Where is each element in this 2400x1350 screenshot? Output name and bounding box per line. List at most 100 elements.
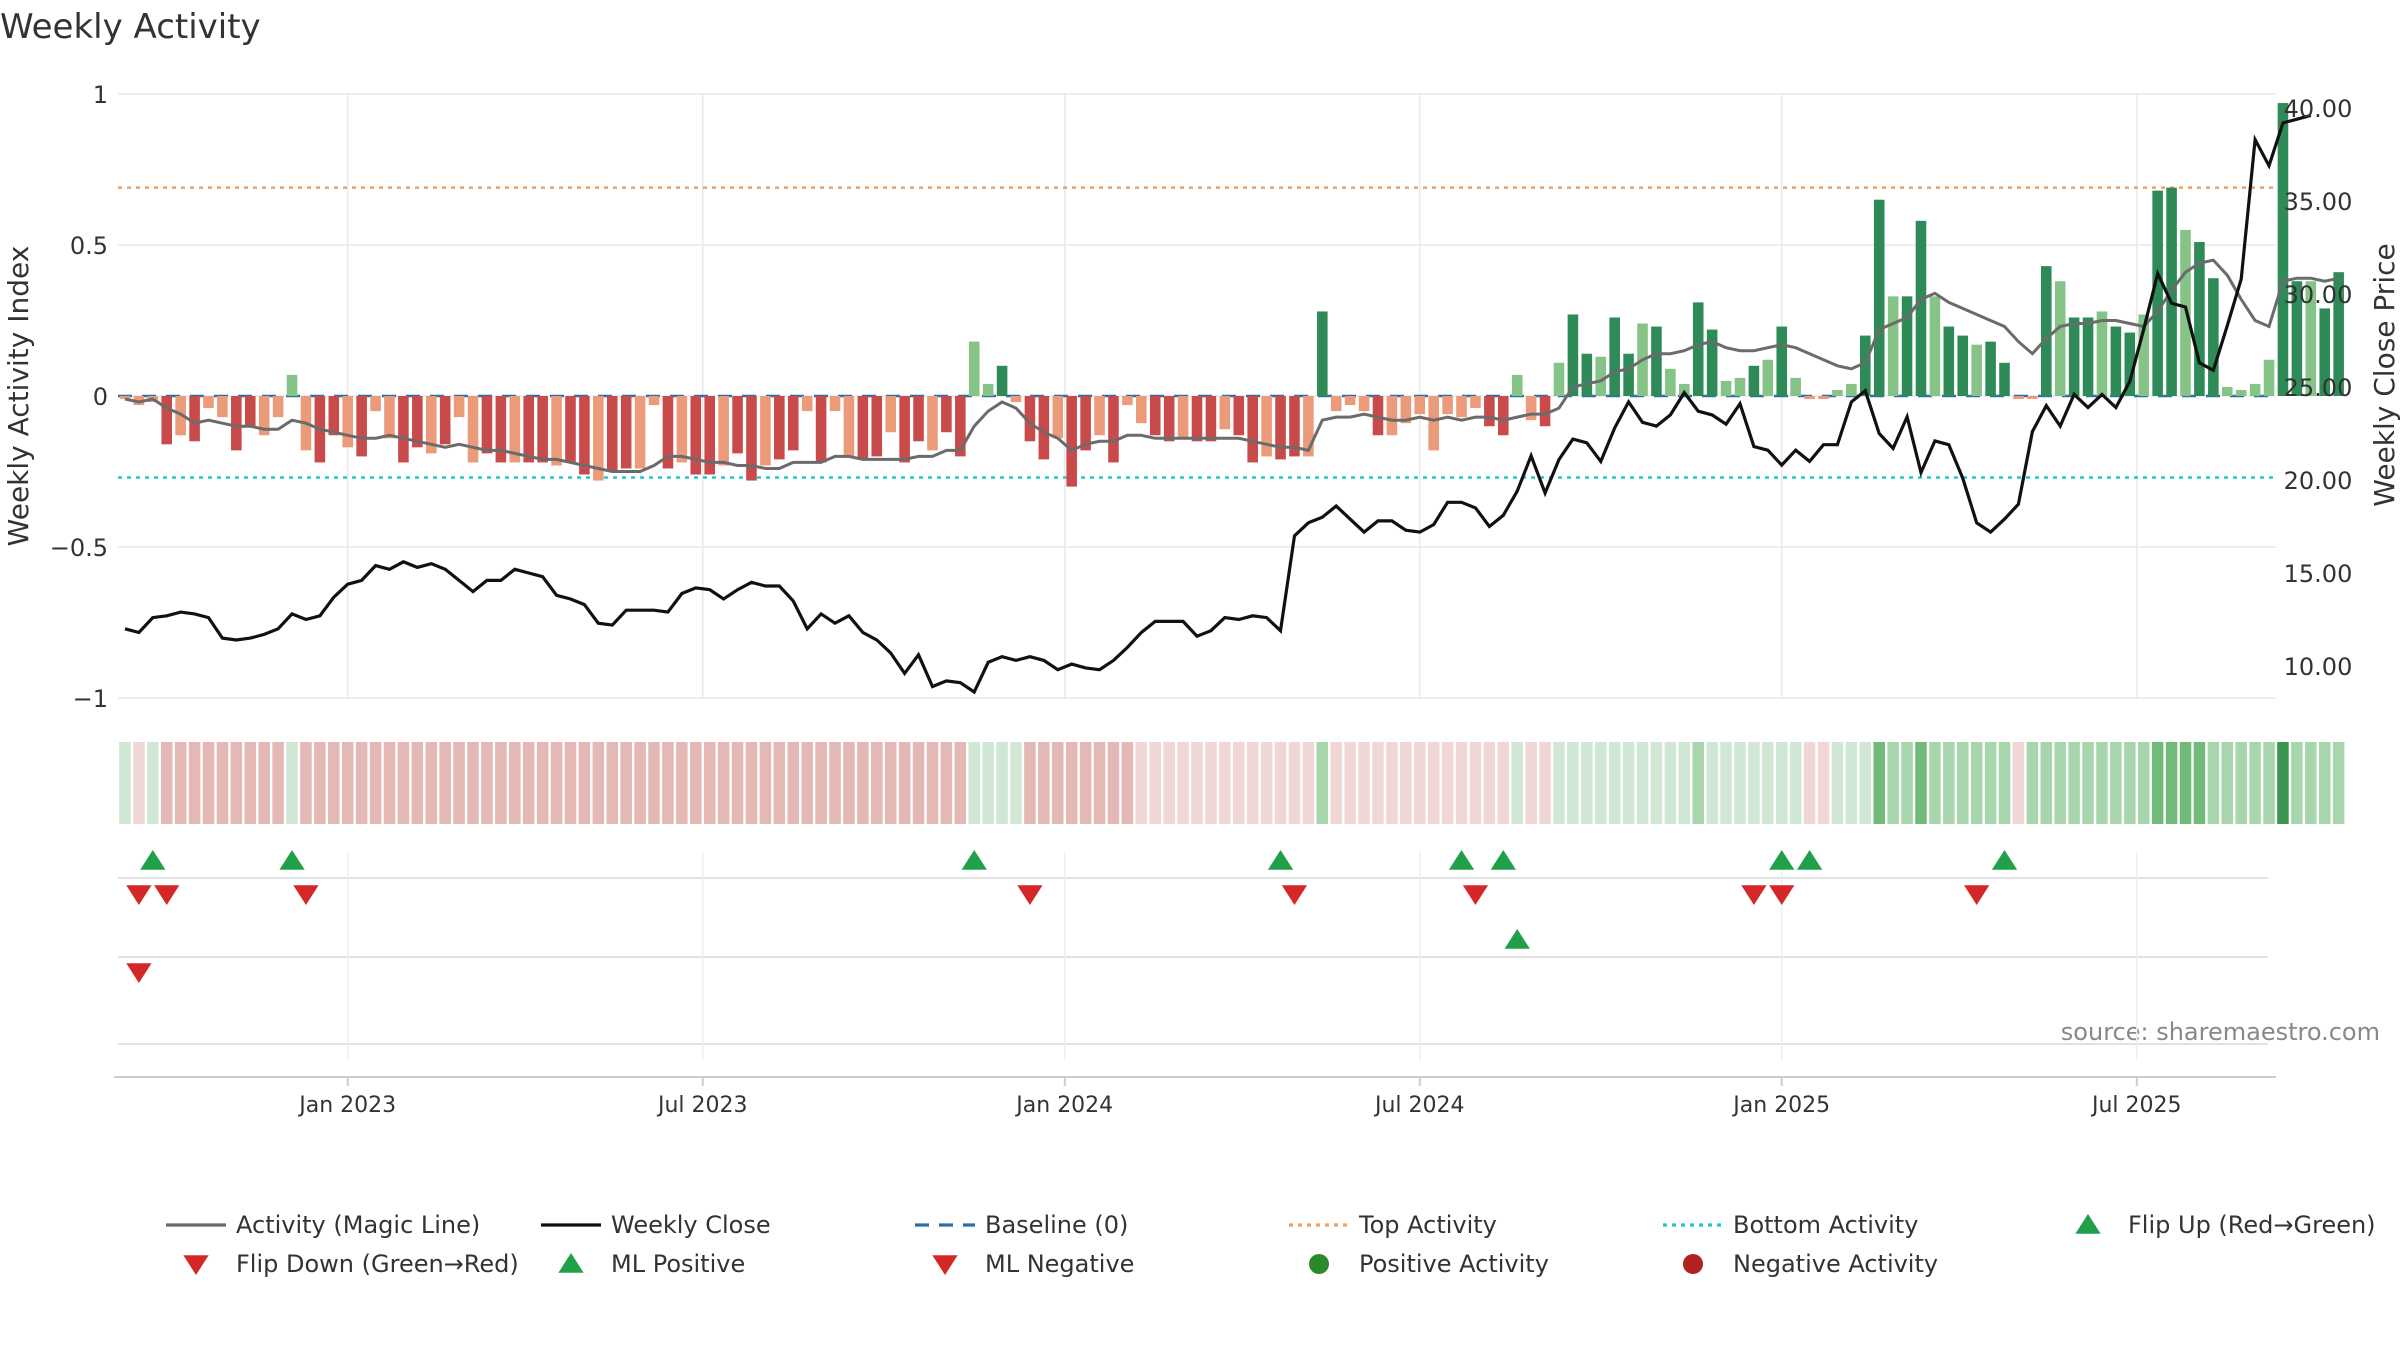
activity-bar [1219,396,1231,430]
strip-cell [2012,742,2025,824]
activity-bar [2152,190,2163,396]
strip-cell [1929,742,1941,824]
strip-cell [1706,742,1718,824]
activity-bar [203,396,214,409]
activity-bar [843,396,855,457]
activity-bar [1177,396,1189,439]
ml-positive-marker [1504,929,1530,949]
activity-bar [1414,396,1426,415]
activity-bar [2263,359,2275,396]
activity-bar [286,374,298,396]
strip-cell [133,742,145,824]
strip-cell [2235,742,2247,824]
x-tick-label: Jul 2024 [1373,1093,1465,1118]
activity-bar [1122,396,1133,406]
strip-cell [690,742,702,824]
strip-cell [2054,742,2066,824]
strip-cell [1915,742,1927,824]
strip-cell [2318,742,2331,824]
strip-cell [1302,742,1315,824]
strip-cell [592,742,605,824]
strip-cell [1135,742,1148,824]
activity-bar [676,396,688,463]
flip-up-marker [1769,850,1795,870]
strip-cell [1608,742,1621,824]
strip-cell [1316,742,1329,824]
legend-item: ML Negative [932,1250,1134,1278]
activity-bar [787,396,799,451]
strip-cell [481,742,493,824]
activity-bar [1581,353,1593,396]
strip-cell [634,742,646,824]
strip-cell [578,742,591,824]
strip-cell [829,742,841,824]
activity-bar [2208,278,2219,396]
strip-cell [244,742,257,824]
strip-cell [1553,742,1565,824]
activity-bar [1428,396,1439,451]
activity-bar [941,396,952,433]
y2-tick-label: 20.00 [2276,467,2352,495]
activity-bar [1038,396,1050,460]
activity-bar [634,396,646,469]
strip-cell [2179,742,2192,824]
flip-down-marker [1741,885,1767,905]
activity-bar [606,396,618,472]
activity-bar [1191,396,1203,442]
legend-swatch [2075,1214,2101,1234]
activity-bar [1484,396,1495,427]
strip-cell [703,742,716,824]
activity-bar [1595,356,1607,396]
activity-bar [467,396,479,463]
activity-bar [2013,396,2024,400]
activity-bar [815,396,827,463]
strip-cell [2082,742,2094,824]
activity-bar [495,396,507,463]
strip-cell [425,742,438,824]
activity-bar [2249,383,2261,396]
activity-bar [1330,396,1342,412]
activity-bar [579,396,590,475]
legend: Activity (Magic Line) Weekly Close Baselin… [166,1211,2376,1278]
y2-tick-label: 35.00 [2276,188,2352,216]
activity-bar [1386,396,1398,436]
strip-cell [1344,742,1356,824]
strip-cell [1998,742,2011,824]
activity-bar [1873,199,1885,396]
activity-bar [648,396,660,406]
activity-bar [704,396,716,475]
legend-swatch [1309,1254,1329,1274]
activity-bar [955,396,966,457]
activity-bar [1442,396,1453,415]
activity-bar [439,396,451,445]
strip-cell [1775,742,1788,824]
activity-bar [662,396,674,469]
activity-bar [453,396,465,418]
strip-cell [1511,742,1523,824]
strip-cell [467,742,479,824]
activity-bar [1692,302,1704,396]
strip-cell [787,742,800,824]
strip-cell [759,742,772,824]
strip-cell [1678,742,1691,824]
strip-cell [1400,742,1412,824]
strip-cell [1372,742,1384,824]
activity-bar [2277,103,2289,396]
strip-cell [1845,742,1858,824]
strip-cell [801,742,813,824]
activity-bar [1456,396,1467,418]
activity-bar [746,396,757,481]
legend-item: Baseline (0) [915,1211,1128,1239]
activity-bar [2235,389,2247,396]
legend-label: Weekly Close [611,1211,771,1239]
activity-bar [1358,396,1370,412]
legend-item: Positive Activity [1309,1250,1549,1278]
activity-bar [425,396,437,454]
strip-cell [1789,742,1802,824]
strip-cell [1288,742,1301,824]
strip-cell [898,742,911,824]
strip-cell [188,742,201,824]
strip-cell [1831,742,1844,824]
strip-cell [731,742,744,824]
strip-cell [1901,742,1913,824]
